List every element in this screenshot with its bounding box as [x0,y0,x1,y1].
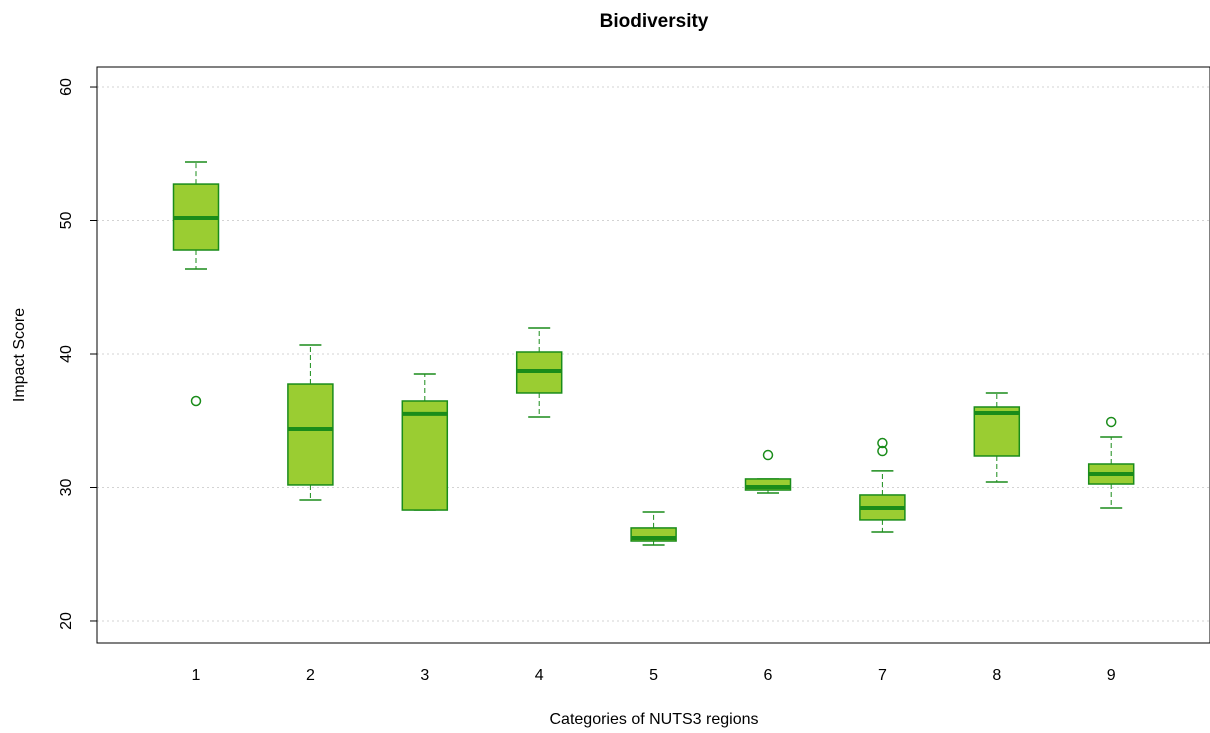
outlier [1105,416,1117,428]
outlier [877,437,888,449]
x-tick-label: 6 [764,667,773,684]
x-tick-label: 9 [1107,667,1116,684]
y-tick-label: 30 [58,478,75,496]
x-tick-label: 5 [649,667,658,684]
box [973,406,1021,457]
plot-frame [96,66,1210,644]
x-tick-label: 8 [992,667,1001,684]
outlier [190,395,202,407]
box [744,478,792,491]
x-tick-label: 7 [878,667,887,684]
x-axis-label: Categories of NUTS3 regions [550,711,759,728]
x-tick-label: 1 [192,667,201,684]
y-tick-label: 60 [58,78,75,96]
y-tick-label: 50 [58,212,75,230]
x-tick-label: 2 [306,667,315,684]
y-axis-label: Impact Score [11,308,28,402]
outlier [877,445,888,457]
box [401,400,449,511]
x-tick-label: 3 [420,667,429,684]
x-tick-label: 4 [535,667,544,684]
chart-title: Biodiversity [600,11,709,32]
box [287,383,334,486]
outlier [762,449,774,461]
y-tick-label: 40 [58,345,75,363]
y-tick-label: 20 [58,612,75,630]
